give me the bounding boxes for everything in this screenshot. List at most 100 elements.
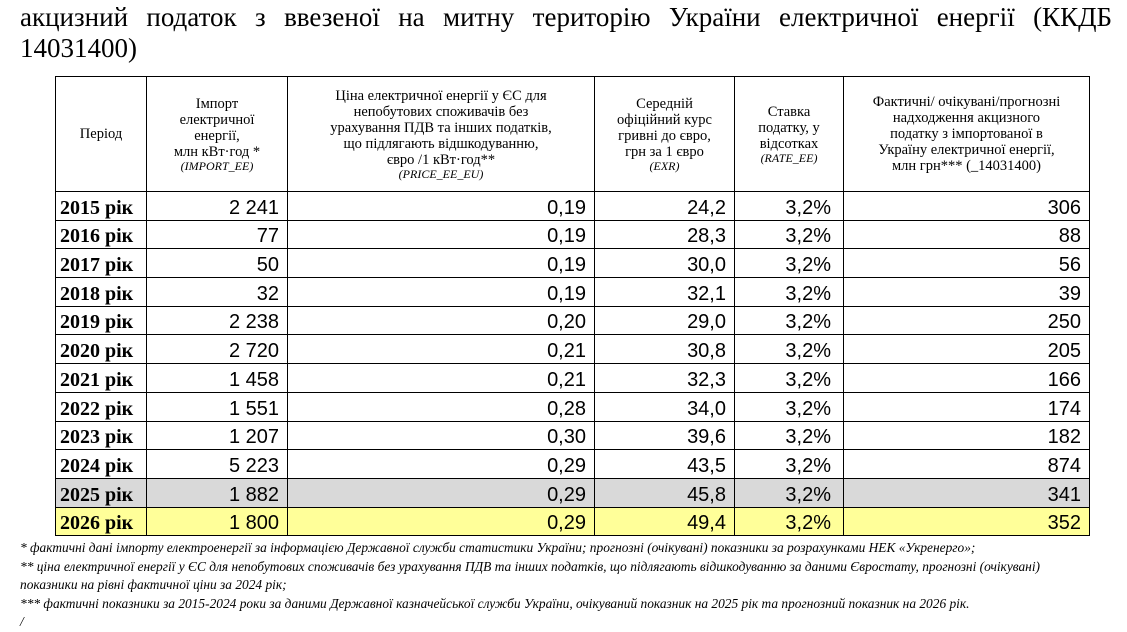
header-line: надходження акцизного xyxy=(892,110,1041,126)
value-cell: 2 241 xyxy=(146,191,288,221)
header-code: (RATE_EE) xyxy=(760,150,818,165)
value-cell: 3,2% xyxy=(734,477,844,508)
period-cell: 2017 рік xyxy=(55,248,147,279)
period-cell: 2015 рік xyxy=(55,191,147,221)
value-cell: 3,2% xyxy=(734,305,844,336)
header-line: що підлягають відшкодуванню, xyxy=(343,135,539,152)
value-cell: 2 238 xyxy=(146,305,288,336)
value-cell: 2 720 xyxy=(146,334,288,365)
table-row: 2025 рік 1 882 0,29 45,8 3,2% 341 xyxy=(55,477,1090,508)
header-line: Середній xyxy=(636,95,693,112)
title-line: 14031400) xyxy=(20,33,137,63)
value-cell: 39 xyxy=(843,277,1090,307)
header-line: Україну електричної енергії, xyxy=(878,142,1055,158)
header-line: податку, у xyxy=(758,119,820,136)
table-row: 2017 рік 50 0,19 30,0 3,2% 56 xyxy=(55,248,1090,279)
value-cell: 3,2% xyxy=(734,219,844,250)
value-cell: 30,8 xyxy=(594,334,735,365)
value-cell: 0,30 xyxy=(287,420,595,451)
value-cell: 0,28 xyxy=(287,391,595,422)
value-cell: 3,2% xyxy=(734,334,844,365)
header-cell: Середній офіційний курс гривні до євро, грн… xyxy=(594,76,735,192)
header-line: Фактичні/ очікувані/прогнозні xyxy=(872,94,1061,110)
title-line: акцизний податок з ввезеної на митну тер… xyxy=(20,2,1112,32)
header-cell: Фактичні/ очікувані/прогнозні надходження… xyxy=(843,76,1090,192)
value-cell: 174 xyxy=(843,391,1090,422)
header-cell: Ціна електричної енергії у ЄС для непобут… xyxy=(287,76,595,192)
table-header: Період Імпорт електричної енергії, млн кВт·г… xyxy=(55,76,1090,192)
value-cell: 3,2% xyxy=(734,506,844,537)
header-line: Період xyxy=(79,126,123,142)
value-cell: 32,1 xyxy=(594,277,735,307)
value-cell: 1 551 xyxy=(146,391,288,422)
header-line: Ціна електричної енергії у ЄС для xyxy=(335,87,547,104)
value-cell: 32,3 xyxy=(594,363,735,393)
value-cell: 1 882 xyxy=(146,477,288,508)
value-cell: 0,21 xyxy=(287,334,595,365)
period-cell: 2023 рік xyxy=(55,420,147,451)
value-cell: 34,0 xyxy=(594,391,735,422)
header-cell: Імпорт електричної енергії, млн кВт·год * (I… xyxy=(146,76,288,192)
value-cell: 3,2% xyxy=(734,420,844,451)
table-row: 2015 рік 2 241 0,19 24,2 3,2% 306 xyxy=(55,191,1090,221)
footnote: ** ціна електричної енергії у ЄС для неп… xyxy=(20,558,1041,593)
table-row: 2016 рік 77 0,19 28,3 3,2% 88 xyxy=(55,219,1090,250)
table-row: 2018 рік 32 0,19 32,1 3,2% 39 xyxy=(55,277,1090,307)
value-cell: 250 xyxy=(843,305,1090,336)
value-cell: 0,21 xyxy=(287,363,595,393)
value-cell: 39,6 xyxy=(594,420,735,451)
value-cell: 3,2% xyxy=(734,449,844,479)
value-cell: 0,29 xyxy=(287,449,595,479)
title: акцизний податок з ввезеної на митну тер… xyxy=(20,2,1112,64)
period-cell: 2024 рік xyxy=(55,449,147,479)
header-line: непобутових споживачів без xyxy=(353,103,529,120)
header-code: (PRICE_EE_EU) xyxy=(398,166,484,181)
header-line: Імпорт xyxy=(195,95,239,112)
header-line: євро /1 кВт·год** xyxy=(386,151,496,168)
table-row: 2023 рік 1 207 0,30 39,6 3,2% 182 xyxy=(55,420,1090,451)
table-row: 2020 рік 2 720 0,21 30,8 3,2% 205 xyxy=(55,334,1090,365)
value-cell: 32 xyxy=(146,277,288,307)
header-line: млн кВт·год * xyxy=(173,143,261,160)
header-line: грн за 1 євро xyxy=(625,143,704,160)
value-cell: 24,2 xyxy=(594,191,735,221)
header-line: податку з імпортованої в xyxy=(890,126,1043,142)
value-cell: 3,2% xyxy=(734,277,844,307)
value-cell: 0,29 xyxy=(287,477,595,508)
header-line: офіційний курс xyxy=(617,111,712,128)
header-code: (EXR) xyxy=(649,158,680,173)
period-cell: 2026 рік xyxy=(55,506,147,537)
value-cell: 341 xyxy=(843,477,1090,508)
value-cell: 874 xyxy=(843,449,1090,479)
value-cell: 0,19 xyxy=(287,219,595,250)
value-cell: 205 xyxy=(843,334,1090,365)
value-cell: 3,2% xyxy=(734,248,844,279)
table-row: 2022 рік 1 551 0,28 34,0 3,2% 174 xyxy=(55,391,1090,422)
header-line: Ставка xyxy=(767,103,811,120)
value-cell: 1 800 xyxy=(146,506,288,537)
period-cell: 2020 рік xyxy=(55,334,147,365)
header-code: (IMPORT_EE) xyxy=(180,158,254,173)
header-line: електричної xyxy=(179,111,255,128)
header-cell: Період xyxy=(55,76,147,192)
value-cell: 28,3 xyxy=(594,219,735,250)
table-row: 2021 рік 1 458 0,21 32,3 3,2% 166 xyxy=(55,363,1090,393)
table-row: 2019 рік 2 238 0,20 29,0 3,2% 250 xyxy=(55,305,1090,336)
value-cell: 1 458 xyxy=(146,363,288,393)
footnotes: * фактичні дані імпорту електроенергії з… xyxy=(20,539,1100,632)
value-cell: 0,20 xyxy=(287,305,595,336)
value-cell: 0,19 xyxy=(287,191,595,221)
period-cell: 2019 рік xyxy=(55,305,147,336)
period-cell: 2018 рік xyxy=(55,277,147,307)
value-cell: 182 xyxy=(843,420,1090,451)
header-line: урахування ПДВ та інших податків, xyxy=(330,119,552,136)
value-cell: 30,0 xyxy=(594,248,735,279)
value-cell: 3,2% xyxy=(734,391,844,422)
value-cell: 0,19 xyxy=(287,248,595,279)
value-cell: 306 xyxy=(843,191,1090,221)
header-line: енергії, xyxy=(194,127,240,144)
value-cell: 88 xyxy=(843,219,1090,250)
value-cell: 166 xyxy=(843,363,1090,393)
value-cell: 3,2% xyxy=(734,191,844,221)
